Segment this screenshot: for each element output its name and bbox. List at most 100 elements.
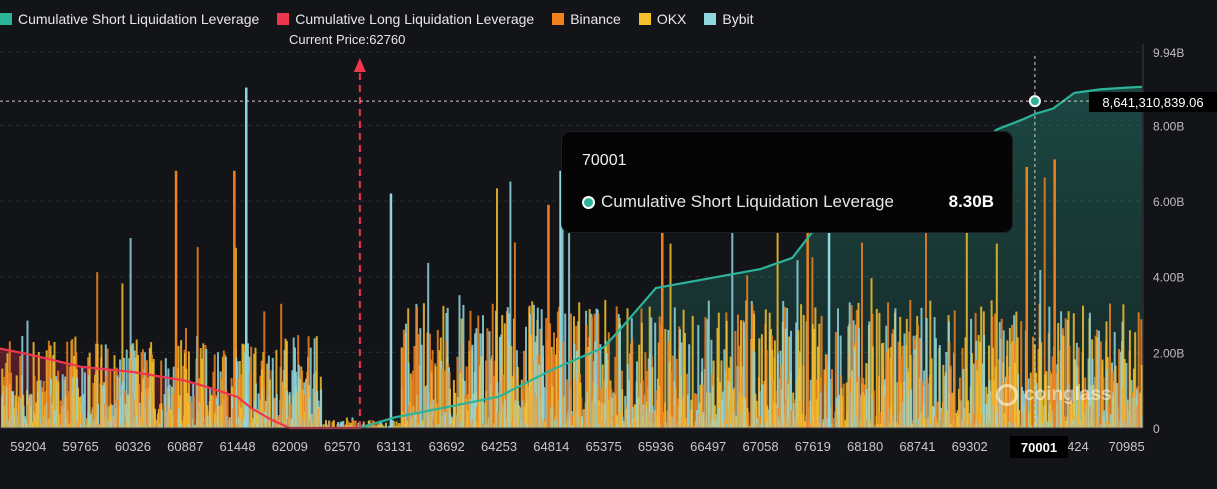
y-tick-label: 6.00B	[1153, 195, 1184, 209]
x-tick-label: 63692	[429, 439, 465, 454]
liquidation-bar-okx	[422, 303, 425, 428]
x-tick-label: 70985	[1109, 439, 1145, 454]
liquidation-bar-okx	[516, 366, 519, 428]
liquidation-bar-okx	[1082, 305, 1084, 428]
liquidation-bar-okx	[442, 305, 445, 428]
liquidation-bar-binance	[888, 357, 891, 428]
liquidation-bar-binance	[196, 247, 199, 428]
liquidation-bar-okx	[1029, 372, 1032, 428]
liquidation-bar-bybit	[938, 345, 941, 428]
liquidation-bar-bybit	[133, 350, 136, 428]
liquidation-bar-bybit	[339, 421, 342, 428]
liquidation-bar-okx	[1092, 384, 1095, 428]
liquidation-bar-okx	[708, 392, 711, 428]
liquidation-bar-binance	[496, 412, 499, 428]
liquidation-bar-okx	[691, 315, 694, 428]
liquidation-bar-okx	[1041, 395, 1044, 428]
liquidation-bar-binance	[1098, 417, 1101, 428]
liquidation-bar-bybit	[132, 343, 135, 428]
liquidation-bar-binance	[401, 348, 404, 428]
liquidation-bar-okx	[638, 344, 641, 428]
liquidation-bar-okx	[318, 406, 321, 428]
liquidation-bar-okx	[261, 369, 263, 428]
liquidation-bar-binance	[765, 350, 768, 428]
legend-item-short[interactable]: Cumulative Short Liquidation Leverage	[0, 11, 259, 27]
liquidation-bar-okx	[588, 309, 591, 428]
liquidation-bar-bybit	[462, 304, 465, 428]
liquidation-bar-binance	[239, 374, 242, 428]
liquidation-bar-binance	[615, 306, 618, 428]
liquidation-bar-binance	[834, 332, 837, 428]
crosshair-point	[1028, 95, 1041, 108]
legend-label-long: Cumulative Long Liquidation Leverage	[295, 11, 535, 27]
liquidation-bar-bybit	[97, 403, 99, 428]
liquidation-bar-bybit	[934, 338, 937, 428]
liquidation-bar-binance	[547, 204, 550, 428]
liquidation-bar-bybit	[1103, 410, 1106, 428]
liquidation-bar-binance	[597, 313, 600, 428]
legend-item-binance[interactable]: Binance	[552, 11, 621, 27]
liquidation-bar-bybit	[827, 178, 831, 428]
liquidation-bar-binance	[926, 377, 929, 428]
liquidation-bar-bybit	[427, 262, 430, 428]
liquidation-bar-okx	[33, 414, 36, 428]
liquidation-bar-okx	[250, 409, 253, 428]
liquidation-bar-bybit	[245, 87, 248, 428]
liquidation-bar-bybit	[784, 328, 787, 428]
liquidation-bar-binance	[523, 350, 525, 428]
y-tick-label: 8.00B	[1153, 119, 1184, 133]
liquidation-bar-okx	[177, 345, 180, 428]
liquidation-bar-binance	[661, 193, 664, 428]
liquidation-bar-binance	[692, 425, 695, 428]
legend-item-long[interactable]: Cumulative Long Liquidation Leverage	[277, 11, 534, 27]
axes: 0 2.00B 4.00B 6.00B 8.00B 9.94B 59204 59765 6032…	[0, 44, 1184, 454]
liquidation-bar-okx	[392, 421, 395, 428]
liquidation-bar-binance	[59, 400, 62, 428]
liquidation-bar-binance	[953, 310, 956, 428]
liquidation-bar-okx	[449, 388, 451, 428]
liquidation-bar-binance	[346, 420, 349, 428]
liquidation-bar-bybit	[1141, 416, 1144, 428]
liquidation-bar-bybit	[286, 391, 289, 428]
liquidation-bar-bybit	[945, 351, 948, 428]
liquidation-bar-bybit	[534, 341, 537, 428]
liquidation-bar-binance	[220, 377, 223, 428]
watermark-text: coinglass	[1024, 384, 1112, 405]
liquidation-bar-binance	[92, 382, 95, 428]
liquidation-bar-bybit	[837, 308, 839, 428]
liquidation-bar-bybit	[673, 307, 676, 428]
legend-item-bybit[interactable]: Bybit	[704, 11, 754, 27]
liquidation-bar-okx	[717, 312, 720, 428]
liquidation-bar-binance	[3, 376, 6, 428]
liquidation-bar-okx	[995, 243, 998, 428]
liquidation-bar-okx	[729, 356, 732, 428]
liquidation-bar-binance	[842, 383, 845, 428]
liquidation-bar-okx	[201, 358, 203, 428]
liquidation-bar-bybit	[782, 300, 785, 428]
liquidation-bar-okx	[875, 308, 878, 428]
liquidation-bar-binance	[607, 332, 610, 428]
liquidation-bar-binance	[145, 360, 148, 428]
x-tick-label: 60887	[167, 439, 203, 454]
liquidation-bar-binance	[747, 412, 750, 428]
liquidation-bar-binance	[631, 339, 634, 428]
liquidation-bar-bybit	[1030, 426, 1033, 428]
liquidation-bar-bybit	[125, 349, 128, 428]
liquidation-bar-okx	[326, 425, 329, 428]
liquidation-bar-okx	[817, 346, 819, 428]
liquidation-bar-binance	[248, 372, 251, 428]
liquidation-bar-binance	[973, 413, 976, 428]
liquidation-bar-binance	[738, 345, 741, 428]
legend-item-okx[interactable]: OKX	[638, 11, 686, 27]
liquidation-bar-okx	[268, 379, 271, 428]
liquidation-bar-okx	[773, 340, 776, 428]
liquidation-bar-binance	[352, 420, 354, 428]
liquidation-bar-okx	[977, 335, 980, 428]
liquidation-bar-okx	[121, 283, 124, 428]
liquidation-bar-bybit	[998, 322, 1001, 428]
liquidation-bar-okx	[622, 421, 625, 428]
liquidation-bar-binance	[237, 378, 240, 428]
liquidation-bar-bybit	[23, 416, 26, 428]
liquidation-bar-binance	[1018, 425, 1021, 428]
